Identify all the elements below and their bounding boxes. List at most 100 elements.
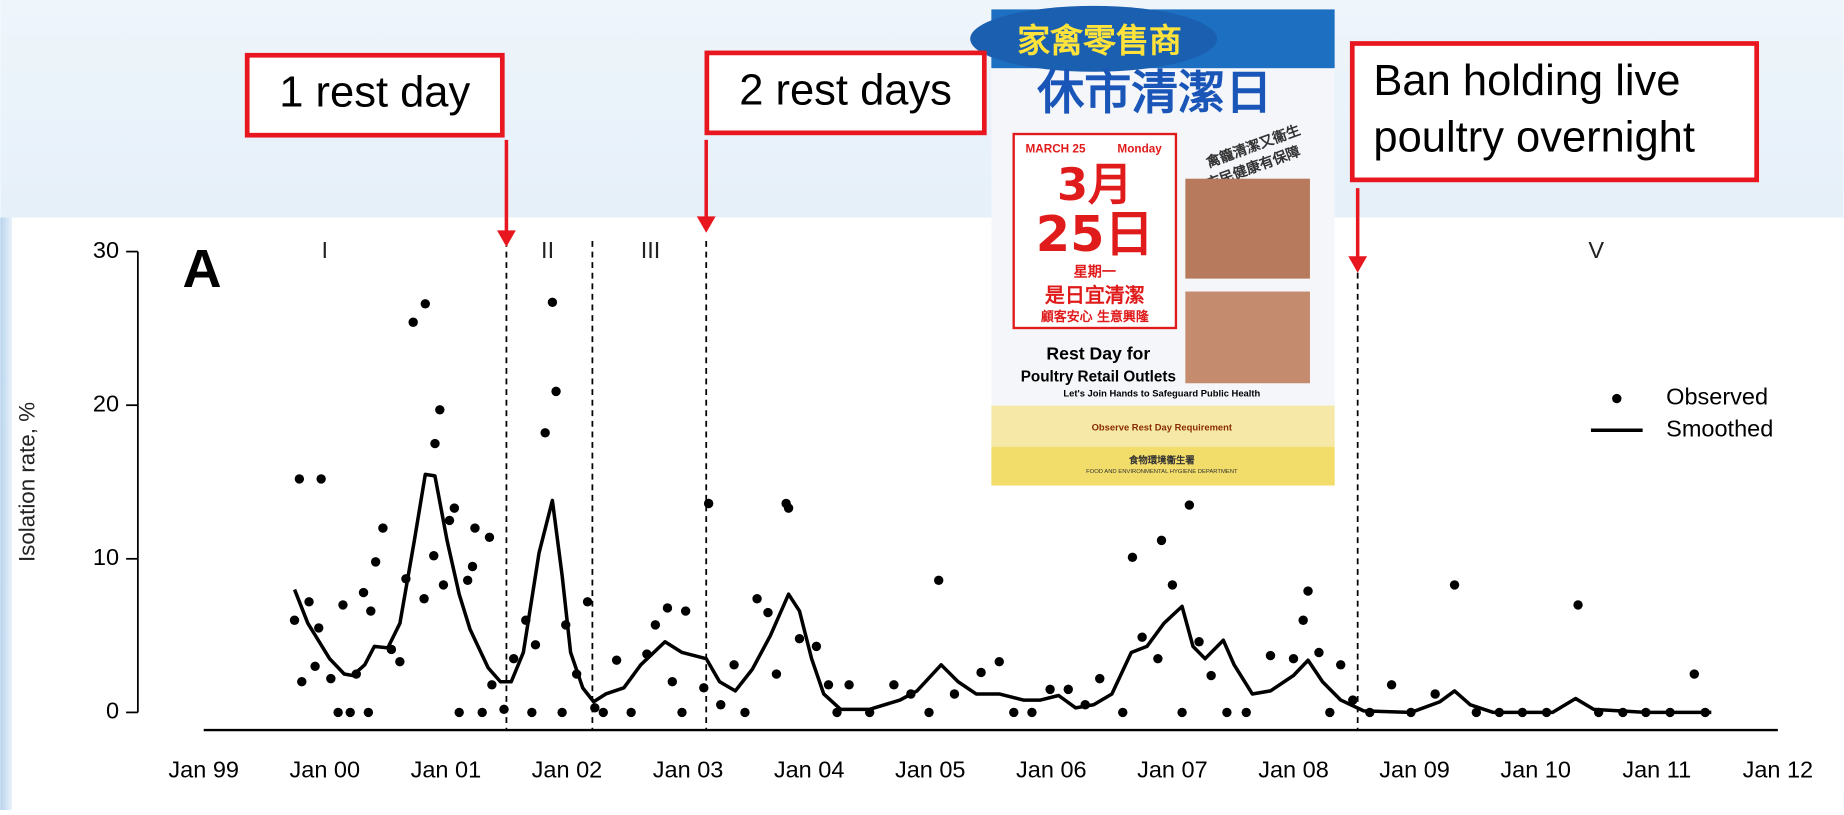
observed-point [487, 680, 497, 690]
poster: 家禽零售商 休市清潔日 MARCH 25 Monday 3月 25日 星期一 是… [970, 5, 1335, 486]
observed-point [1449, 580, 1460, 590]
poster-photo [1185, 178, 1310, 279]
x-tick-label: Jan 03 [653, 756, 724, 782]
observed-point [1095, 673, 1105, 684]
observed-point [1127, 552, 1138, 562]
observed-point [363, 707, 374, 718]
annotation-box [1349, 41, 1760, 183]
observed-point [1167, 580, 1178, 590]
observed-point [508, 653, 519, 664]
observed-point [1241, 707, 1251, 718]
observed-point [429, 551, 439, 561]
observed-point [844, 680, 854, 690]
y-tick-label: 30 [93, 237, 119, 263]
observed-point [408, 317, 418, 327]
poster-date-en: MARCH 25 [1025, 142, 1086, 155]
phase-label: V [1588, 237, 1604, 263]
observed-point [289, 615, 300, 625]
observed-point [527, 707, 537, 718]
observed-point [976, 667, 986, 678]
observed-point [1118, 707, 1128, 718]
observed-point [1298, 615, 1308, 625]
x-tick-label: Jan 12 [1743, 756, 1814, 782]
observed-point [345, 707, 355, 718]
observed-point [703, 498, 714, 509]
x-tick-label: Jan 00 [290, 756, 361, 782]
observed-point [454, 707, 464, 718]
y-tick-label: 10 [93, 544, 119, 570]
observed-point [1177, 707, 1187, 718]
observed-point [1430, 689, 1440, 699]
poster-title: 休市清潔日 [1036, 66, 1272, 121]
observed-point [1206, 670, 1216, 681]
observed-point [557, 707, 567, 718]
observed-point [582, 597, 593, 607]
observed-point [667, 676, 678, 687]
observed-point [1027, 707, 1037, 718]
poster-en-title: Rest Day for [1046, 344, 1150, 364]
annotation-box [244, 52, 505, 138]
observed-point [419, 594, 429, 604]
observed-point [994, 657, 1004, 667]
observed-point [449, 503, 460, 513]
observed-point [499, 704, 509, 715]
poster-calendar [1012, 132, 1178, 330]
observed-point [1184, 500, 1195, 510]
observed-point [1009, 707, 1019, 718]
observed-point [467, 561, 478, 572]
observed-point [444, 515, 455, 526]
observed-point [949, 689, 960, 699]
poster-day-en: Monday [1117, 142, 1162, 155]
observed-point [358, 587, 369, 598]
observed-point [677, 707, 687, 718]
observed-point [1348, 695, 1358, 705]
y-tick-label: 0 [106, 698, 119, 724]
observed-point [333, 707, 343, 718]
observed-point [716, 700, 726, 710]
observed-point [1325, 707, 1335, 718]
annotation-arrowhead [1348, 256, 1368, 273]
poster-footer [991, 446, 1335, 486]
observed-point [378, 523, 388, 533]
observed-point [1156, 535, 1167, 546]
observed-point [314, 623, 324, 633]
y-tick-label: 20 [93, 390, 119, 416]
poster-en-sub: Let's Join Hands to Safeguard Public Hea… [1063, 387, 1260, 398]
observed-point [1265, 650, 1276, 661]
observed-point [316, 474, 326, 484]
poster-photo [1185, 291, 1310, 384]
observed-point [626, 707, 636, 718]
observed-point [484, 532, 495, 543]
plot-panel [12, 217, 1844, 810]
observed-point [420, 299, 430, 309]
observed-point [783, 503, 794, 513]
annotation-text: 2 rest days [739, 66, 952, 114]
x-tick-label: Jan 06 [1016, 756, 1087, 782]
observed-point [662, 603, 673, 613]
observed-point [462, 575, 473, 586]
x-tick-label: Jan 09 [1379, 756, 1450, 782]
annotation-text: Ban holding live [1373, 57, 1680, 105]
observed-point [1303, 586, 1313, 596]
observed-point [590, 703, 600, 713]
observed-point [889, 680, 899, 690]
observed-point [811, 641, 822, 652]
annotation-arrowhead [696, 216, 716, 233]
smoothed-line [292, 472, 1712, 715]
observed-point [763, 607, 773, 618]
poster-slogan-sub: 顧客安心 生意興隆 [1041, 309, 1150, 325]
observed-point [470, 523, 480, 533]
observed-point [611, 655, 622, 665]
observed-point [1194, 637, 1204, 647]
annotation-text: 1 rest day [279, 69, 470, 117]
chart: 0 10 20 30 Isolation rate, % Jan 99 Jan 00 Jan … [14, 237, 1813, 783]
x-tick-label: Jan 07 [1137, 756, 1208, 782]
x-tick-label: Jan 05 [895, 756, 966, 782]
observed-point [1573, 600, 1583, 610]
observed-point [1063, 684, 1073, 695]
annotations: 1 rest day 2 rest days Ban holding live pou… [244, 41, 1760, 273]
observed-point [294, 474, 305, 484]
observed-point [366, 606, 376, 616]
